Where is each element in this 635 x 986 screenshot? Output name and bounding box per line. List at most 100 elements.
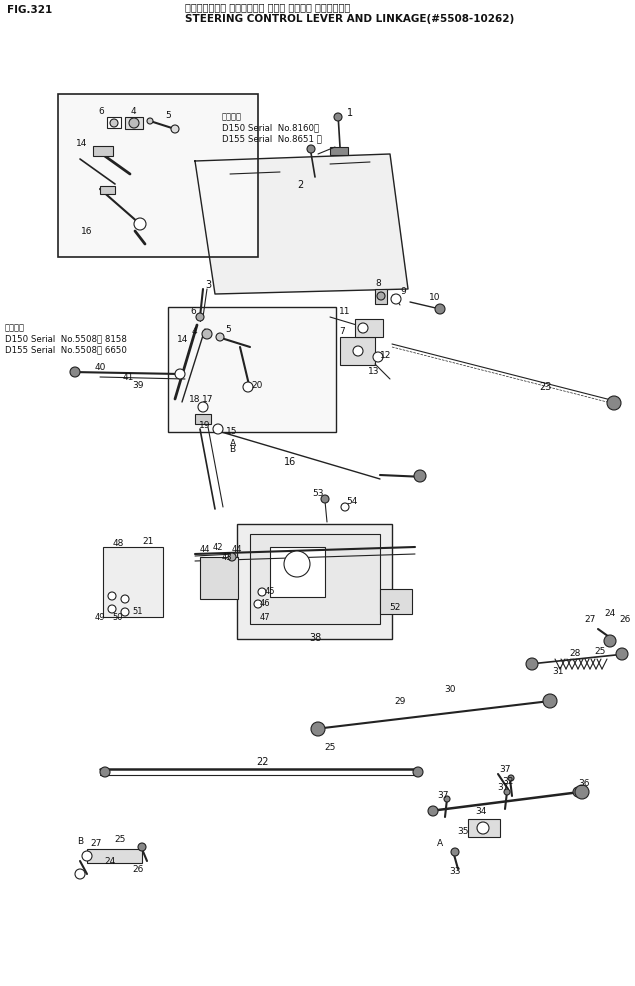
Text: A: A <box>230 438 236 447</box>
Text: 52: 52 <box>389 601 401 611</box>
Text: 4: 4 <box>191 327 197 336</box>
Circle shape <box>121 596 129 603</box>
Circle shape <box>607 396 621 410</box>
Bar <box>340 337 375 366</box>
Circle shape <box>504 789 510 795</box>
Bar <box>93 147 113 157</box>
Text: 25: 25 <box>594 647 606 656</box>
Circle shape <box>75 869 85 880</box>
Circle shape <box>213 425 223 435</box>
Text: 13: 13 <box>368 367 380 376</box>
Circle shape <box>321 496 329 504</box>
Text: B: B <box>77 837 83 846</box>
Circle shape <box>171 126 179 134</box>
Bar <box>330 148 348 156</box>
Circle shape <box>543 694 557 708</box>
Circle shape <box>138 843 146 851</box>
Circle shape <box>334 114 342 122</box>
Text: 適用番号: 適用番号 <box>222 111 242 121</box>
Text: 12: 12 <box>380 350 392 359</box>
Text: D155 Serial  No.8651 ～: D155 Serial No.8651 ～ <box>222 134 322 143</box>
Text: 11: 11 <box>339 308 351 317</box>
Circle shape <box>575 785 589 800</box>
Text: 34: 34 <box>476 807 486 815</box>
Circle shape <box>435 305 445 315</box>
Text: 3: 3 <box>205 280 211 290</box>
Text: 9: 9 <box>400 286 406 295</box>
Circle shape <box>604 635 616 648</box>
Bar <box>250 534 380 624</box>
Text: 2: 2 <box>297 179 303 190</box>
Text: 6: 6 <box>190 308 196 317</box>
Text: 54: 54 <box>346 497 358 506</box>
Circle shape <box>202 329 212 339</box>
Circle shape <box>391 295 401 305</box>
Bar <box>58 95 258 257</box>
Circle shape <box>147 119 153 125</box>
Text: ステアリング・ コントロール レバー オヨビ・ リンケージ・: ステアリング・ コントロール レバー オヨビ・ リンケージ・ <box>185 2 351 12</box>
Text: 41: 41 <box>123 372 134 382</box>
Text: 14: 14 <box>177 335 189 344</box>
Text: 49: 49 <box>95 613 105 622</box>
Text: 37: 37 <box>499 765 511 774</box>
Circle shape <box>413 767 423 777</box>
Bar <box>100 186 115 195</box>
Bar <box>270 547 325 598</box>
Circle shape <box>451 848 459 856</box>
Text: 38: 38 <box>309 632 321 642</box>
Text: A: A <box>437 838 443 847</box>
Bar <box>355 319 383 337</box>
Text: 10: 10 <box>429 292 441 301</box>
Text: 25: 25 <box>324 742 336 751</box>
Text: 37: 37 <box>438 790 449 799</box>
Text: 45: 45 <box>265 586 275 595</box>
Text: 5: 5 <box>165 110 171 119</box>
Circle shape <box>175 370 185 380</box>
Text: 35: 35 <box>457 826 469 836</box>
Bar <box>107 118 121 129</box>
Circle shape <box>100 767 110 777</box>
Circle shape <box>82 851 92 861</box>
Circle shape <box>198 402 208 412</box>
Bar <box>380 590 412 614</box>
Circle shape <box>228 553 236 561</box>
Bar <box>200 557 238 599</box>
Text: 1: 1 <box>347 107 353 118</box>
Text: D150 Serial  No.5508～ 8158: D150 Serial No.5508～ 8158 <box>5 333 127 343</box>
Circle shape <box>311 723 325 737</box>
Text: 44: 44 <box>232 545 242 554</box>
Bar <box>168 308 336 433</box>
Circle shape <box>526 659 538 670</box>
Text: FIG.321: FIG.321 <box>7 5 52 15</box>
Text: 46: 46 <box>260 598 271 607</box>
Text: 53: 53 <box>312 489 324 498</box>
Circle shape <box>573 787 583 798</box>
Bar <box>125 118 143 130</box>
Bar <box>237 525 392 639</box>
Text: 51: 51 <box>133 607 144 616</box>
Text: 27: 27 <box>90 838 102 847</box>
Text: 6: 6 <box>98 107 104 116</box>
Text: 21: 21 <box>142 537 154 546</box>
Text: 31: 31 <box>552 667 564 675</box>
Circle shape <box>108 605 116 613</box>
Circle shape <box>414 470 426 482</box>
Bar <box>375 290 387 305</box>
Text: 25: 25 <box>114 835 126 844</box>
Circle shape <box>377 293 385 301</box>
Text: 18: 18 <box>189 395 201 404</box>
Bar <box>87 849 142 863</box>
Circle shape <box>108 593 116 600</box>
Text: 50: 50 <box>113 613 123 622</box>
Bar <box>468 819 500 837</box>
Text: D155 Serial  No.5508～ 6650: D155 Serial No.5508～ 6650 <box>5 345 127 354</box>
Circle shape <box>341 504 349 512</box>
Text: 37: 37 <box>497 783 509 792</box>
Bar <box>103 547 163 617</box>
Circle shape <box>121 608 129 616</box>
Text: 14: 14 <box>76 139 88 148</box>
Circle shape <box>216 333 224 342</box>
Text: B: B <box>229 445 235 454</box>
Circle shape <box>284 551 310 578</box>
Circle shape <box>258 589 266 597</box>
